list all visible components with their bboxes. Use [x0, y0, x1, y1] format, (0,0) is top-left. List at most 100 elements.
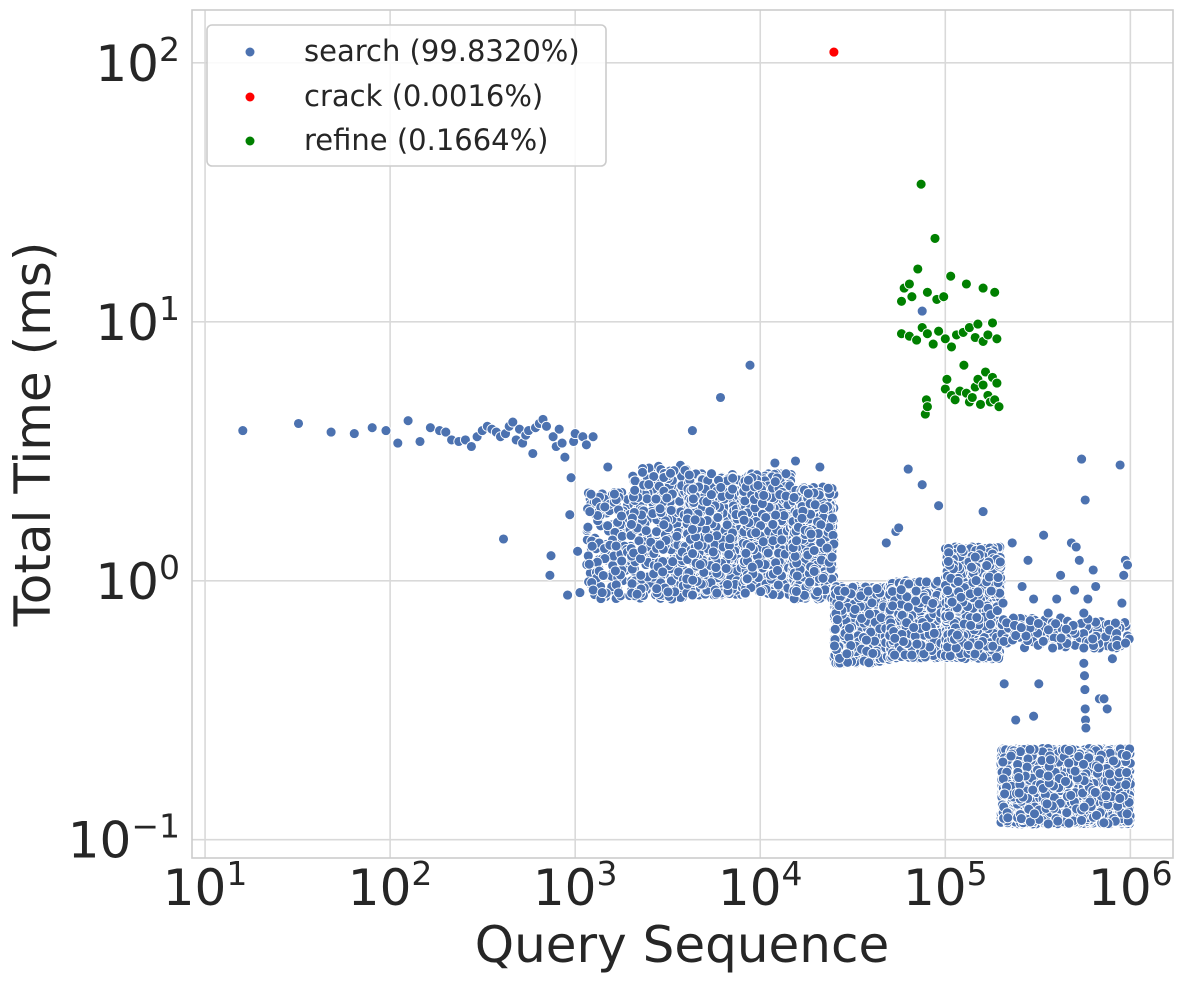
- point-search: [791, 535, 802, 547]
- point-search: [895, 584, 907, 596]
- point-search: [705, 489, 717, 501]
- point-search: [805, 528, 817, 540]
- point-search: [715, 481, 727, 493]
- point-search: [839, 585, 851, 597]
- point-search: [687, 589, 698, 601]
- point-search: [973, 598, 985, 610]
- point-search: [752, 479, 764, 491]
- point-search: [662, 586, 674, 598]
- point-search: [727, 472, 739, 484]
- point-search: [746, 561, 758, 573]
- point-search: [908, 622, 920, 633]
- point-search: [910, 585, 922, 597]
- point-search: [864, 608, 875, 620]
- point-search: [767, 518, 779, 530]
- point-search: [687, 548, 699, 559]
- point-search: [889, 632, 901, 644]
- point-search: [924, 641, 936, 653]
- point-search: [635, 569, 647, 581]
- point-search: [586, 540, 598, 552]
- point-search: [944, 610, 955, 622]
- point-search: [658, 519, 670, 531]
- point-search: [991, 651, 1003, 663]
- point-search: [972, 586, 984, 598]
- point-search: [689, 514, 701, 526]
- point-search: [710, 562, 722, 573]
- point-search: [826, 512, 838, 524]
- point-search: [808, 565, 820, 577]
- point-search: [608, 488, 620, 500]
- point-search: [637, 466, 648, 478]
- point-search: [826, 551, 838, 563]
- point-search: [863, 657, 875, 669]
- point-search: [887, 600, 899, 612]
- point-search: [962, 640, 974, 652]
- data-points: [237, 46, 1136, 830]
- point-search: [722, 579, 733, 590]
- point-search: [817, 572, 829, 584]
- point-search: [610, 540, 622, 552]
- point-search: [790, 585, 802, 597]
- point-search: [757, 536, 769, 548]
- point-search: [911, 638, 923, 650]
- point-search: [994, 556, 1006, 568]
- point-search: [602, 520, 614, 532]
- point-search: [616, 555, 628, 567]
- point-search: [687, 483, 699, 495]
- point-search: [928, 627, 940, 639]
- point-search: [906, 649, 918, 661]
- point-search: [727, 483, 739, 495]
- point-search: [711, 587, 723, 599]
- point-search: [661, 492, 673, 504]
- point-search: [657, 566, 669, 578]
- point-search: [723, 549, 735, 560]
- point-search: [829, 640, 840, 652]
- point-search: [635, 553, 646, 565]
- point-search: [665, 467, 676, 479]
- point-search: [640, 525, 652, 537]
- point-search: [860, 634, 872, 646]
- point-search: [687, 574, 699, 586]
- point-search: [648, 471, 660, 482]
- point-search: [636, 544, 648, 556]
- point-search: [981, 560, 993, 572]
- point-search: [921, 576, 932, 588]
- point-search: [971, 612, 983, 623]
- point-search: [969, 551, 981, 563]
- point-search: [583, 558, 595, 570]
- point-search: [955, 543, 967, 555]
- point-search: [585, 488, 597, 500]
- point-search: [712, 512, 724, 523]
- point-search: [613, 587, 625, 599]
- point-search: [841, 648, 853, 660]
- point-search: [706, 468, 717, 480]
- point-search: [776, 534, 788, 546]
- point-search: [683, 469, 695, 481]
- point-search: [625, 518, 637, 530]
- point-search: [973, 639, 985, 651]
- point-search: [812, 586, 823, 598]
- point-search: [643, 479, 655, 490]
- point-search: [802, 488, 814, 499]
- point-search: [650, 493, 662, 505]
- point-search: [587, 584, 599, 596]
- point-search: [822, 482, 834, 494]
- point-search: [920, 621, 932, 633]
- point-search: [942, 555, 954, 567]
- point-search: [651, 583, 663, 595]
- point-search: [818, 503, 830, 515]
- point-search: [808, 545, 820, 556]
- point-search: [927, 597, 939, 609]
- point-search: [769, 476, 781, 488]
- point-search: [742, 474, 754, 486]
- point-search: [609, 565, 621, 577]
- point-search: [739, 587, 751, 599]
- point-search: [970, 575, 982, 587]
- point-search: [966, 561, 977, 573]
- point-search: [796, 512, 808, 524]
- point-search: [772, 564, 783, 576]
- point-search: [833, 600, 845, 612]
- point-search: [849, 603, 861, 615]
- point-search: [762, 547, 774, 559]
- point-search: [985, 585, 997, 597]
